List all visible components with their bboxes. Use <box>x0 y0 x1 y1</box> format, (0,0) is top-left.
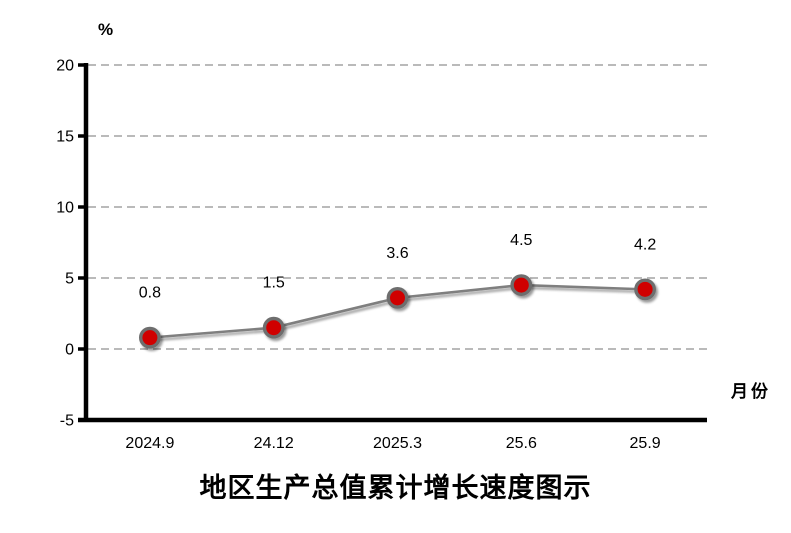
y-tick-label: -5 <box>60 413 74 430</box>
data-point-label: 4.2 <box>634 236 656 253</box>
y-tick-label: 5 <box>65 271 74 288</box>
x-tick-label: 25.9 <box>630 435 661 452</box>
chart-title: 地区生产总值累计增长速度图示 <box>199 473 592 504</box>
data-point-label: 3.6 <box>386 245 408 262</box>
y-axis-unit-label: % <box>98 20 114 39</box>
data-point <box>386 286 409 309</box>
data-point <box>262 316 285 339</box>
x-axis-title: 月份 <box>731 382 771 402</box>
y-tick-label: 0 <box>65 342 74 359</box>
y-tick-label: 20 <box>56 58 74 75</box>
data-point-label: 0.8 <box>139 285 161 302</box>
x-tick-label: 2025.3 <box>373 435 422 452</box>
data-point <box>634 278 656 301</box>
data-point-label: 1.5 <box>263 275 285 292</box>
x-tick-label: 24.12 <box>254 435 294 452</box>
x-tick-label: 25.6 <box>506 435 537 452</box>
data-point-label: 4.5 <box>510 232 532 249</box>
x-tick-label: 2024.9 <box>125 435 174 452</box>
y-tick-label: 15 <box>56 129 74 146</box>
data-point <box>138 326 161 349</box>
data-point <box>510 274 533 296</box>
y-tick-label: 10 <box>56 200 74 217</box>
